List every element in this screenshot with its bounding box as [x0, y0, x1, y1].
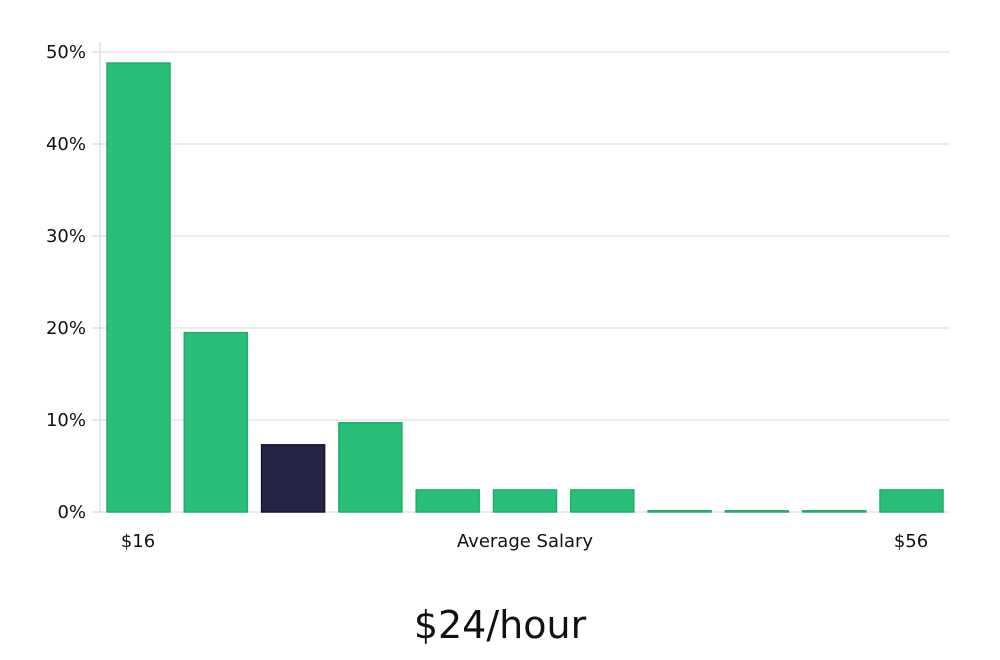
bar [106, 62, 171, 513]
y-tick-label: 50% [46, 42, 86, 63]
bar [801, 510, 867, 513]
bar [647, 510, 712, 513]
bar [724, 510, 790, 513]
salary-histogram: 0% 10% 20% 30% 40% 50% $16 Average Salary $56 [46, 42, 950, 552]
x-axis-label: Average Salary [457, 531, 594, 552]
y-axis-ticks: 0% 10% 20% 30% 40% 50% [46, 42, 100, 523]
bar [492, 489, 558, 513]
bar [183, 331, 249, 513]
bar [570, 489, 635, 513]
x-start-label: $16 [121, 531, 155, 552]
y-tick-label: 30% [46, 226, 86, 247]
bar-highlighted [260, 444, 326, 513]
bar [338, 422, 403, 513]
bar [415, 489, 480, 513]
y-tick-label: 10% [46, 410, 86, 431]
y-tick-label: 40% [46, 134, 86, 155]
y-tick-label: 0% [57, 502, 86, 523]
bars [106, 62, 944, 513]
y-tick-label: 20% [46, 318, 86, 339]
hourly-rate-headline: $24/hour [413, 603, 587, 647]
bar [879, 489, 944, 513]
x-end-label: $56 [894, 531, 928, 552]
